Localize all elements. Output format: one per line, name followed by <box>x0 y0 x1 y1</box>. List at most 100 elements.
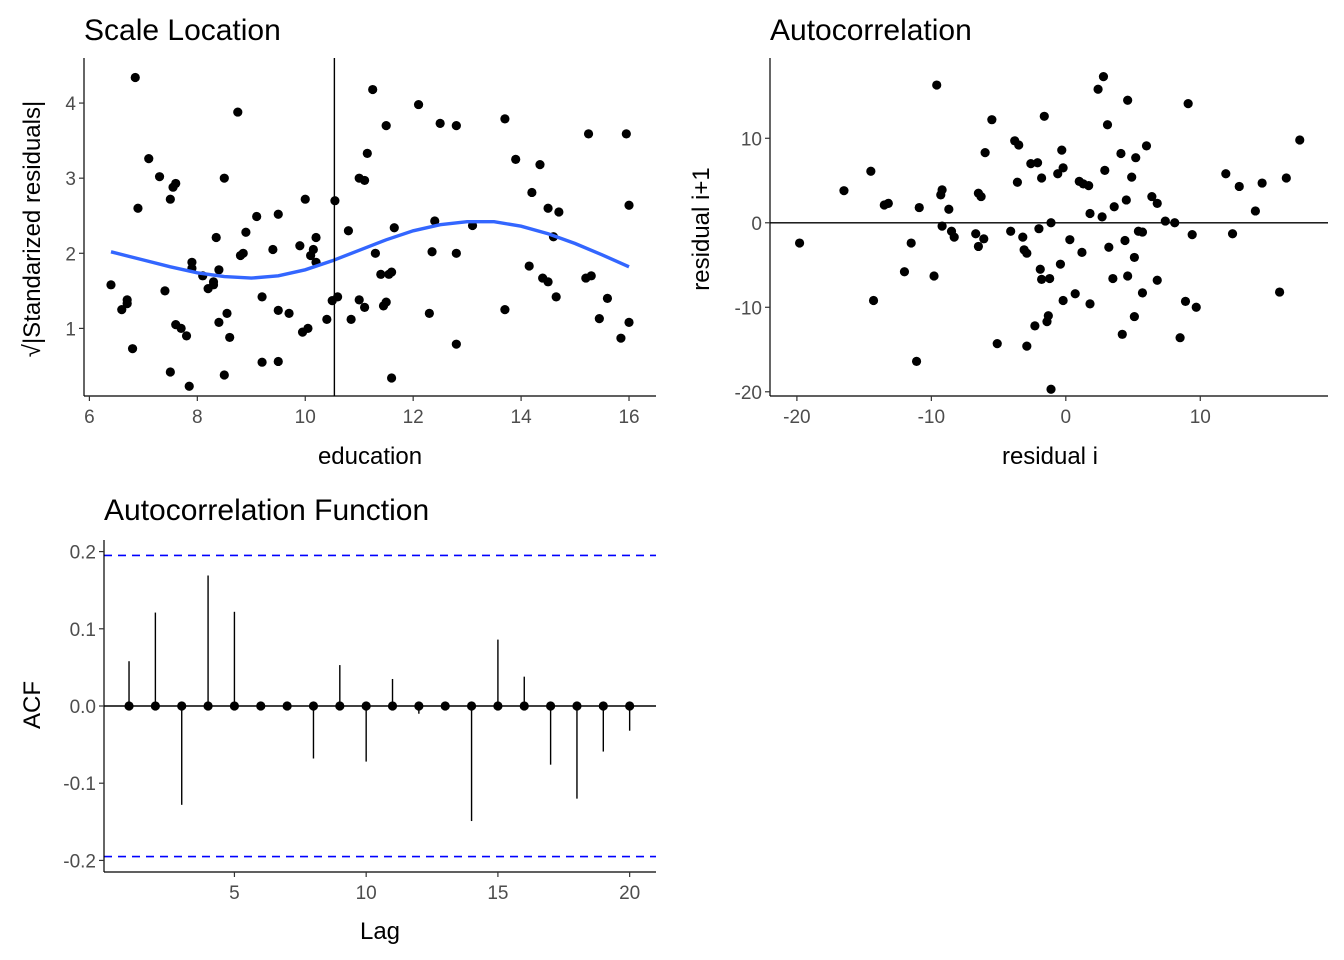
data-point <box>1295 135 1305 145</box>
y-tick-label: 2 <box>65 244 76 265</box>
data-point <box>1034 224 1044 234</box>
data-point <box>127 344 138 354</box>
data-point <box>117 305 127 315</box>
data-point <box>1175 333 1185 343</box>
data-point <box>1137 288 1148 298</box>
data-point <box>451 121 461 131</box>
acf-point <box>361 701 371 711</box>
panel-acf: Autocorrelation Function 5 10 15 20 -0.2-0.… <box>19 494 656 945</box>
acf-point <box>308 701 319 711</box>
data-point <box>273 356 283 367</box>
data-point <box>106 280 116 290</box>
data-point <box>839 186 849 196</box>
data-point <box>1022 248 1032 258</box>
y-tick-label: 4 <box>65 94 76 115</box>
y-axis: 1 2 3 4 <box>65 58 85 396</box>
data-point <box>1085 299 1095 309</box>
data-point <box>154 172 165 182</box>
x-tick-label: 15 <box>487 883 508 904</box>
acf-point <box>229 701 240 711</box>
chart-title: Autocorrelation <box>770 14 972 47</box>
data-point <box>543 277 553 287</box>
data-point <box>1187 230 1197 240</box>
data-point <box>435 118 445 128</box>
data-point <box>899 267 910 277</box>
data-point <box>322 314 332 324</box>
data-point <box>976 191 986 202</box>
data-point <box>1127 172 1137 182</box>
data-point <box>971 229 981 239</box>
y-axis: -0.2 -0.1 0.0 0.1 0.2 <box>63 540 105 872</box>
data-point <box>979 234 989 244</box>
y-tick-label: -20 <box>735 383 762 404</box>
x-tick-label: 6 <box>84 407 95 428</box>
x-tick-label: 10 <box>1190 407 1211 428</box>
y-tick-label: 0.1 <box>70 620 96 641</box>
acf-point <box>519 701 529 711</box>
data-point <box>1121 195 1131 205</box>
plot-area <box>106 58 634 396</box>
data-point <box>1104 242 1114 252</box>
y-tick-label: 3 <box>65 169 76 190</box>
data-point <box>624 200 634 210</box>
data-point <box>1018 232 1028 242</box>
data-point <box>1116 148 1126 159</box>
data-point <box>1085 208 1095 219</box>
data-point <box>268 244 278 255</box>
data-point <box>1234 181 1244 192</box>
data-point <box>616 333 626 343</box>
data-point <box>1274 287 1285 297</box>
data-point <box>906 238 916 248</box>
y-tick-label: 0 <box>751 214 762 235</box>
data-point <box>980 148 990 158</box>
y-axis-title: √|Standarized residuals| <box>19 101 46 357</box>
data-point <box>1131 153 1141 163</box>
data-point <box>535 160 545 170</box>
x-tick-label: -20 <box>783 407 810 428</box>
data-point <box>1035 264 1045 274</box>
acf-point <box>150 701 160 711</box>
data-point <box>451 248 461 258</box>
data-point <box>1152 275 1162 285</box>
data-point <box>937 221 947 231</box>
data-point <box>144 154 154 164</box>
data-point <box>1006 226 1016 236</box>
data-point <box>386 267 397 277</box>
x-tick-label: 5 <box>229 883 240 904</box>
x-tick-label: 10 <box>356 883 377 904</box>
data-point <box>1170 218 1180 228</box>
x-axis: 6 8 10 12 14 16 <box>84 395 656 428</box>
data-point <box>1109 202 1119 212</box>
data-point <box>354 295 364 305</box>
acf-point <box>124 701 134 711</box>
data-point <box>222 308 232 318</box>
data-point <box>343 226 354 236</box>
data-point <box>386 373 397 383</box>
x-tick-label: -10 <box>918 407 945 428</box>
data-point <box>1093 84 1103 94</box>
data-point <box>160 286 170 296</box>
panel-autocorrelation: Autocorrelation -20 -10 0 10 -20 -10 0 10 resi… <box>688 14 1328 470</box>
acf-point <box>598 701 608 711</box>
data-point <box>1084 180 1094 191</box>
data-point <box>430 216 440 226</box>
data-point <box>308 244 318 255</box>
data-point <box>1257 178 1267 188</box>
y-tick-label: -0.1 <box>63 774 96 795</box>
data-point <box>1070 289 1080 299</box>
acf-point <box>177 701 187 711</box>
data-point <box>1053 169 1063 179</box>
data-point <box>333 292 343 302</box>
plot-area <box>770 71 1328 394</box>
data-point <box>303 323 313 333</box>
data-point <box>883 198 893 208</box>
data-point <box>500 114 510 124</box>
data-point <box>311 232 321 243</box>
data-point <box>551 292 561 302</box>
data-point <box>1030 321 1040 331</box>
data-point <box>424 308 434 318</box>
data-point <box>543 203 553 213</box>
data-point <box>527 187 537 198</box>
data-point <box>273 305 283 315</box>
x-tick-label: 0 <box>1061 407 1072 428</box>
